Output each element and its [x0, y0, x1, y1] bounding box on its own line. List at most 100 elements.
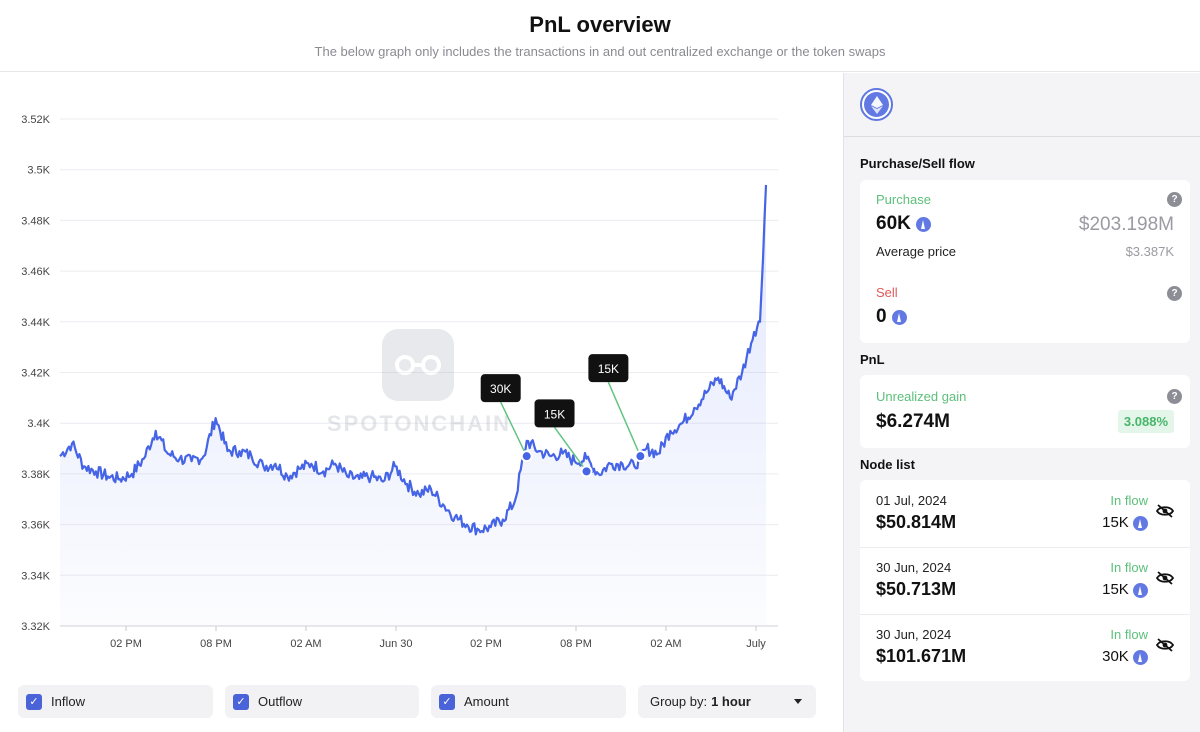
eth-icon — [891, 309, 907, 325]
node-item[interactable]: 30 Jun, 2024 $50.713M In flow 15K — [860, 547, 1190, 614]
eth-icon — [915, 216, 931, 232]
x-tick-label: 02 AM — [650, 638, 681, 650]
help-icon[interactable]: ? — [1167, 389, 1182, 404]
y-tick-label: 3.44K — [21, 317, 50, 329]
node-date: 30 Jun, 2024 — [876, 627, 952, 642]
help-icon[interactable]: ? — [1167, 286, 1182, 301]
pnl-chart[interactable]: SPOTONCHAIN 3.52K 3.5K 3.48K 3.46K 3.44K 3.42… — [0, 73, 843, 673]
node-date: 01 Jul, 2024 — [876, 493, 947, 508]
y-tick-label: 3.4K — [27, 418, 50, 430]
sell-amount: 0 — [876, 306, 887, 327]
node-item[interactable]: 01 Jul, 2024 $50.814M In flow 15K — [860, 480, 1190, 547]
x-tick-label: 08 PM — [560, 638, 592, 650]
unrealized-gain-value: $6.274M — [876, 411, 950, 432]
eye-off-icon[interactable] — [1156, 571, 1174, 585]
pnl-section-title: PnL — [860, 352, 885, 367]
node-qty: 30K — [1102, 648, 1129, 665]
check-icon: ✓ — [233, 693, 249, 710]
chart-area-fill — [60, 184, 766, 626]
y-tick-label: 3.38K — [21, 469, 50, 481]
y-tick-label: 3.46K — [21, 266, 50, 278]
node-amount: $101.671M — [876, 646, 967, 666]
amount-label: Amount — [464, 694, 509, 709]
node-item[interactable]: 30 Jun, 2024 $101.671M In flow 30K — [860, 614, 1190, 681]
node-date: 30 Jun, 2024 — [876, 560, 952, 575]
x-tick-label: 02 PM — [470, 638, 502, 650]
node-label-box — [588, 354, 629, 383]
node-flow: In flow — [1110, 627, 1148, 642]
chevron-down-icon — [794, 699, 802, 704]
sidebar: Purchase/Sell flow Purchase ? 60K $203.1… — [843, 73, 1200, 732]
node-label-box — [534, 399, 575, 428]
y-tick-label: 3.36K — [21, 520, 50, 532]
eth-icon — [1133, 515, 1148, 531]
eth-icon — [1133, 649, 1148, 665]
y-tick-label: 3.42K — [21, 368, 50, 380]
node-qty: 15K — [1102, 581, 1129, 598]
x-tick-label: July — [746, 638, 766, 650]
page-header: PnL overview The below graph only includ… — [0, 0, 1200, 72]
purchase-usd: $203.198M — [1078, 214, 1174, 235]
group-by-select[interactable]: Group by: 1 hour — [638, 685, 816, 718]
eye-off-icon[interactable] — [1156, 504, 1174, 518]
divider — [860, 614, 1190, 615]
x-tick-label: Jun 30 — [379, 638, 412, 650]
chart-area: SPOTONCHAIN 3.52K 3.5K 3.48K 3.46K 3.44K 3.42… — [0, 73, 843, 732]
divider — [860, 547, 1190, 548]
flow-section-title: Purchase/Sell flow — [860, 156, 975, 171]
divider — [844, 136, 1200, 137]
y-tick-label: 3.32K — [21, 621, 50, 633]
avg-price-value: $3.387K — [1125, 244, 1174, 259]
avg-price-label: Average price — [876, 244, 956, 259]
page-title: PnL overview — [529, 12, 671, 37]
y-tick-label: 3.52K — [21, 114, 50, 126]
help-icon[interactable]: ? — [1167, 192, 1182, 207]
node-qty: 15K — [1102, 514, 1129, 531]
node-point[interactable] — [634, 450, 647, 463]
outflow-label: Outflow — [258, 694, 303, 709]
node-amount: $50.814M — [876, 512, 957, 532]
node-list-card: 01 Jul, 2024 $50.814M In flow 15K 30 Jun… — [860, 480, 1190, 681]
node-amount: $50.713M — [876, 579, 957, 599]
page-subtitle: The below graph only includes the transa… — [314, 44, 886, 59]
amount-checkbox[interactable]: ✓ Amount — [431, 685, 626, 718]
pnl-card: Unrealized gain ? $6.274M 3.088% — [860, 375, 1190, 448]
transaction-node[interactable]: 30K — [480, 374, 533, 463]
node-flow: In flow — [1110, 560, 1148, 575]
x-tick-label: 08 PM — [200, 638, 232, 650]
sell-label: Sell — [876, 285, 898, 300]
price-line — [59, 184, 768, 536]
node-label: 15K — [598, 362, 619, 376]
inflow-label: Inflow — [51, 694, 85, 709]
x-tick-label: 02 AM — [290, 638, 321, 650]
node-label-box — [480, 374, 521, 403]
y-tick-label: 3.48K — [21, 215, 50, 227]
eth-icon — [1133, 582, 1148, 598]
check-icon: ✓ — [439, 693, 455, 710]
eye-off-icon[interactable] — [1156, 638, 1174, 652]
node-list-title: Node list — [860, 457, 915, 472]
y-tick-label: 3.5K — [27, 165, 50, 177]
node-point[interactable] — [580, 465, 593, 478]
inflow-checkbox[interactable]: ✓ Inflow — [18, 685, 213, 718]
watermark-logo-icon — [382, 329, 454, 401]
group-by-value: 1 hour — [711, 694, 751, 709]
node-label: 30K — [490, 382, 511, 396]
y-tick-label: 3.34K — [21, 570, 50, 582]
transaction-node[interactable]: 15K — [588, 354, 647, 463]
transaction-node[interactable]: 15K — [534, 399, 593, 478]
watermark: SPOTONCHAIN — [327, 329, 509, 436]
outflow-checkbox[interactable]: ✓ Outflow — [225, 685, 419, 718]
x-tick-label: 02 PM — [110, 638, 142, 650]
node-flow: In flow — [1110, 493, 1148, 508]
node-label: 15K — [544, 407, 565, 421]
eth-token-icon[interactable] — [860, 88, 893, 121]
purchase-amount: 60K — [876, 213, 911, 234]
chart-controls: ✓ Inflow ✓ Outflow ✓ Amount Group by: 1 h… — [18, 685, 816, 718]
unrealized-gain-label: Unrealized gain — [876, 389, 967, 404]
purchase-sell-card: Purchase ? 60K $203.198M Average price $… — [860, 180, 1190, 343]
purchase-label: Purchase — [876, 192, 931, 207]
gain-percent-badge: 3.088% — [1117, 410, 1174, 433]
node-point[interactable] — [520, 450, 533, 463]
check-icon: ✓ — [26, 693, 42, 710]
